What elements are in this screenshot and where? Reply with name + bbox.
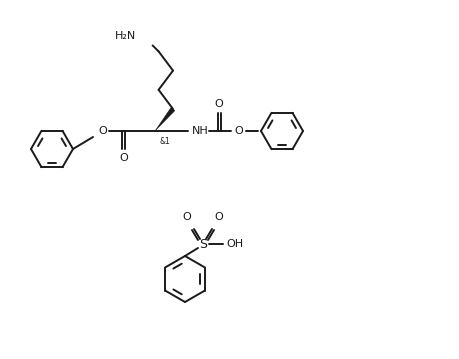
Text: O: O xyxy=(120,153,129,163)
Text: &1: &1 xyxy=(160,137,171,146)
Text: O: O xyxy=(235,126,243,136)
Text: O: O xyxy=(99,126,107,136)
Text: S: S xyxy=(199,238,207,251)
Text: NH: NH xyxy=(191,126,208,136)
Text: OH: OH xyxy=(226,239,244,249)
Text: O: O xyxy=(215,212,224,222)
Text: H₂N: H₂N xyxy=(115,31,137,41)
Text: O: O xyxy=(183,212,191,222)
Text: O: O xyxy=(215,99,224,109)
Polygon shape xyxy=(155,107,175,131)
